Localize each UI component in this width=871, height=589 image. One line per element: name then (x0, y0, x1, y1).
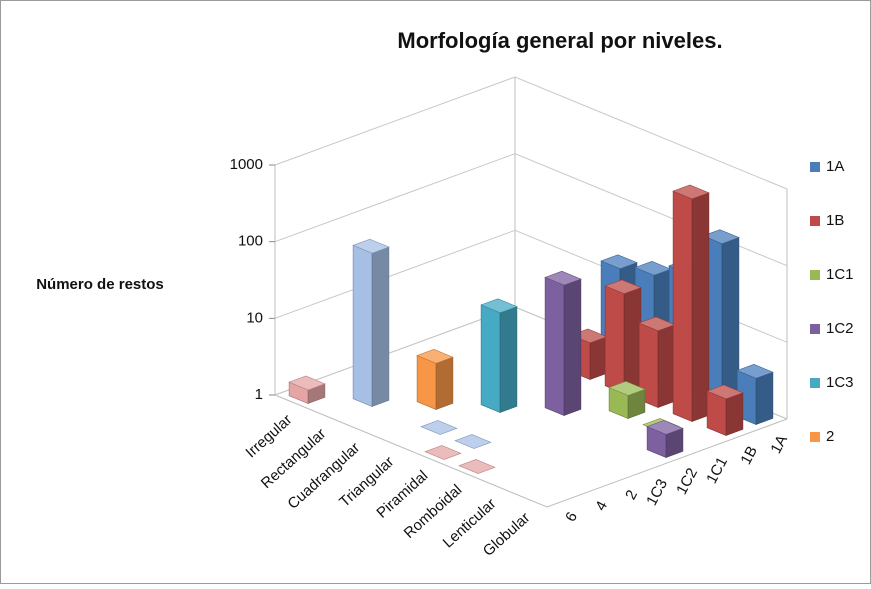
bar-top (288, 375, 326, 391)
bar-top (420, 420, 458, 435)
bar-side (755, 371, 774, 425)
bar-top (458, 459, 496, 474)
bar (420, 420, 458, 435)
bar-side (563, 278, 582, 416)
legend-swatch (810, 378, 820, 388)
bar (608, 381, 646, 419)
bar (706, 384, 744, 436)
legend-label: 1B (826, 212, 844, 229)
bar-front (544, 276, 565, 416)
legend-swatch (810, 432, 820, 442)
bar (352, 238, 390, 407)
y-tick-label: 100 (238, 233, 263, 250)
bar-top (544, 270, 582, 286)
bar-side (721, 237, 740, 411)
bar-top (454, 434, 492, 449)
y-tick-label: 10 (246, 309, 263, 326)
bar (458, 459, 496, 474)
bar-side (499, 306, 518, 413)
bar-top (600, 254, 638, 270)
bar-front (352, 244, 373, 407)
grid-line (274, 76, 788, 190)
depth-tick-label: 1A (767, 432, 791, 456)
y-tick-label: 1 (255, 386, 263, 403)
bar (672, 184, 710, 422)
bar-side (371, 246, 390, 407)
bar-side (589, 336, 608, 380)
bar-side (623, 287, 642, 394)
bar-top (352, 238, 390, 254)
floor-edge (274, 394, 788, 508)
bar-side (657, 324, 676, 408)
legend-label: 1A (826, 158, 844, 175)
legend-swatch (810, 216, 820, 226)
bar-top (646, 420, 684, 435)
bar-front (416, 355, 437, 410)
legend-label: 2 (826, 428, 834, 445)
y-axis-label: Número de restos (36, 276, 164, 293)
bar (424, 445, 462, 460)
bar-top (424, 445, 462, 460)
bar-front (604, 285, 625, 394)
depth-tick-label: 1B (737, 443, 761, 467)
legend-label: 1C3 (826, 374, 854, 391)
bar (638, 316, 676, 408)
bar-top (672, 184, 710, 200)
legend-swatch (810, 270, 820, 280)
bar (454, 434, 492, 449)
bar (288, 375, 326, 404)
bar (480, 298, 518, 413)
bar (544, 270, 582, 416)
bar-top (736, 363, 774, 379)
bar-top (480, 298, 518, 314)
bar-front (672, 190, 693, 422)
bar (416, 348, 454, 410)
y-tick-label: 1000 (230, 156, 263, 173)
bar-front (480, 304, 501, 413)
bar-side (725, 392, 744, 436)
bar-top (608, 381, 646, 396)
legend-label: 1C2 (826, 320, 854, 337)
legend-swatch (810, 324, 820, 334)
bar (646, 420, 684, 458)
bar-side (435, 356, 454, 410)
bar-top (416, 348, 454, 364)
bar-top (604, 279, 642, 295)
bar-side (691, 192, 710, 422)
bar-top (706, 384, 744, 400)
legend-swatch (810, 162, 820, 172)
bar-top (702, 229, 740, 245)
legend-label: 1C1 (826, 266, 854, 283)
bar (604, 279, 642, 394)
chart-title: Morfología general por niveles. (397, 28, 722, 53)
